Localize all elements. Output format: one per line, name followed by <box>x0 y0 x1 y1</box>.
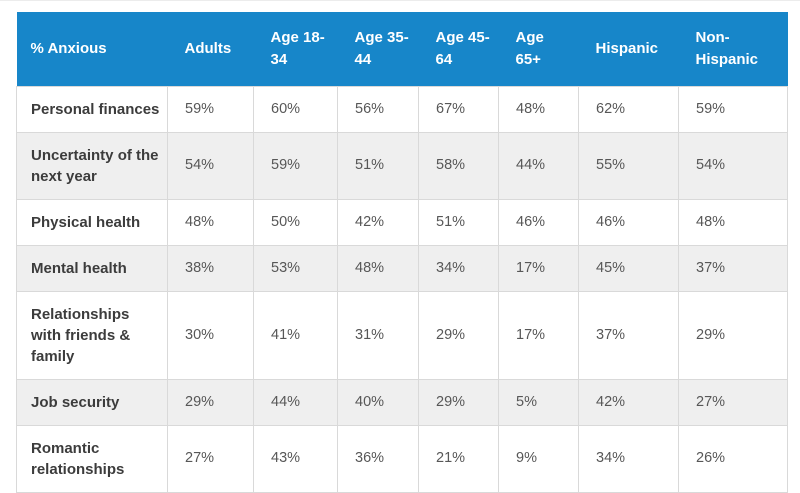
value-cell: 51% <box>337 131 419 200</box>
row-label: Mental health <box>16 244 168 292</box>
column-header: Age 65+ <box>498 12 579 86</box>
value-cell: 31% <box>337 290 419 380</box>
value-cell: 54% <box>678 131 788 200</box>
value-cell: 37% <box>678 244 788 292</box>
column-header: Non-Hispanic <box>678 12 788 86</box>
value-cell: 56% <box>337 85 419 133</box>
column-header: Adults <box>167 12 254 86</box>
value-cell: 58% <box>418 131 499 200</box>
value-cell: 60% <box>253 85 338 133</box>
value-cell: 50% <box>253 198 338 246</box>
top-divider <box>0 0 800 1</box>
value-cell: 48% <box>167 198 254 246</box>
value-cell: 27% <box>167 424 254 493</box>
value-cell: 9% <box>498 424 579 493</box>
row-label: Job security <box>16 378 168 426</box>
value-cell: 17% <box>498 244 579 292</box>
value-cell: 59% <box>253 131 338 200</box>
table-row: Mental health 38% 53% 48% 34% 17% 45% 37% <box>16 244 788 292</box>
value-cell: 44% <box>253 378 338 426</box>
value-cell: 27% <box>678 378 788 426</box>
column-header: Age 35-44 <box>337 12 419 86</box>
value-cell: 29% <box>418 290 499 380</box>
row-label: Physical health <box>16 198 168 246</box>
value-cell: 36% <box>337 424 419 493</box>
value-cell: 41% <box>253 290 338 380</box>
row-label: Relationships with friends & family <box>16 290 168 380</box>
anxiety-survey-table: % Anxious Adults Age 18-34 Age 35-44 Age 45-… <box>16 12 788 493</box>
table-body: Personal finances 59% 60% 56% 67% 48% 62% 59% Un… <box>16 85 788 493</box>
value-cell: 42% <box>337 198 419 246</box>
value-cell: 29% <box>418 378 499 426</box>
table-header: % Anxious Adults Age 18-34 Age 35-44 Age 45-… <box>16 12 788 86</box>
value-cell: 37% <box>578 290 679 380</box>
table-row: Physical health 48% 50% 42% 51% 46% 46% 48% <box>16 198 788 246</box>
value-cell: 29% <box>167 378 254 426</box>
value-cell: 26% <box>678 424 788 493</box>
value-cell: 48% <box>498 85 579 133</box>
table-row: Uncertainty of the next year 54% 59% 51% 58%… <box>16 131 788 200</box>
value-cell: 55% <box>578 131 679 200</box>
value-cell: 46% <box>578 198 679 246</box>
column-header: Age 45-64 <box>418 12 499 86</box>
table-title-cell: % Anxious <box>16 12 168 86</box>
column-header: Hispanic <box>578 12 679 86</box>
value-cell: 34% <box>418 244 499 292</box>
value-cell: 53% <box>253 244 338 292</box>
value-cell: 59% <box>167 85 254 133</box>
value-cell: 34% <box>578 424 679 493</box>
column-header: Age 18-34 <box>253 12 338 86</box>
value-cell: 30% <box>167 290 254 380</box>
value-cell: 59% <box>678 85 788 133</box>
value-cell: 40% <box>337 378 419 426</box>
value-cell: 54% <box>167 131 254 200</box>
value-cell: 42% <box>578 378 679 426</box>
value-cell: 17% <box>498 290 579 380</box>
row-label: Romantic relationships <box>16 424 168 493</box>
row-label: Uncertainty of the next year <box>16 131 168 200</box>
value-cell: 48% <box>337 244 419 292</box>
value-cell: 62% <box>578 85 679 133</box>
header-row: % Anxious Adults Age 18-34 Age 35-44 Age 45-… <box>16 12 788 86</box>
value-cell: 43% <box>253 424 338 493</box>
value-cell: 44% <box>498 131 579 200</box>
table-row: Romantic relationships 27% 43% 36% 21% 9% 34% 2… <box>16 424 788 493</box>
table-row: Personal finances 59% 60% 56% 67% 48% 62% 59% <box>16 85 788 133</box>
value-cell: 45% <box>578 244 679 292</box>
value-cell: 21% <box>418 424 499 493</box>
value-cell: 51% <box>418 198 499 246</box>
table-row: Job security 29% 44% 40% 29% 5% 42% 27% <box>16 378 788 426</box>
value-cell: 67% <box>418 85 499 133</box>
row-label: Personal finances <box>16 85 168 133</box>
value-cell: 38% <box>167 244 254 292</box>
value-cell: 46% <box>498 198 579 246</box>
table-row: Relationships with friends & family 30% 41… <box>16 290 788 380</box>
value-cell: 29% <box>678 290 788 380</box>
value-cell: 5% <box>498 378 579 426</box>
value-cell: 48% <box>678 198 788 246</box>
